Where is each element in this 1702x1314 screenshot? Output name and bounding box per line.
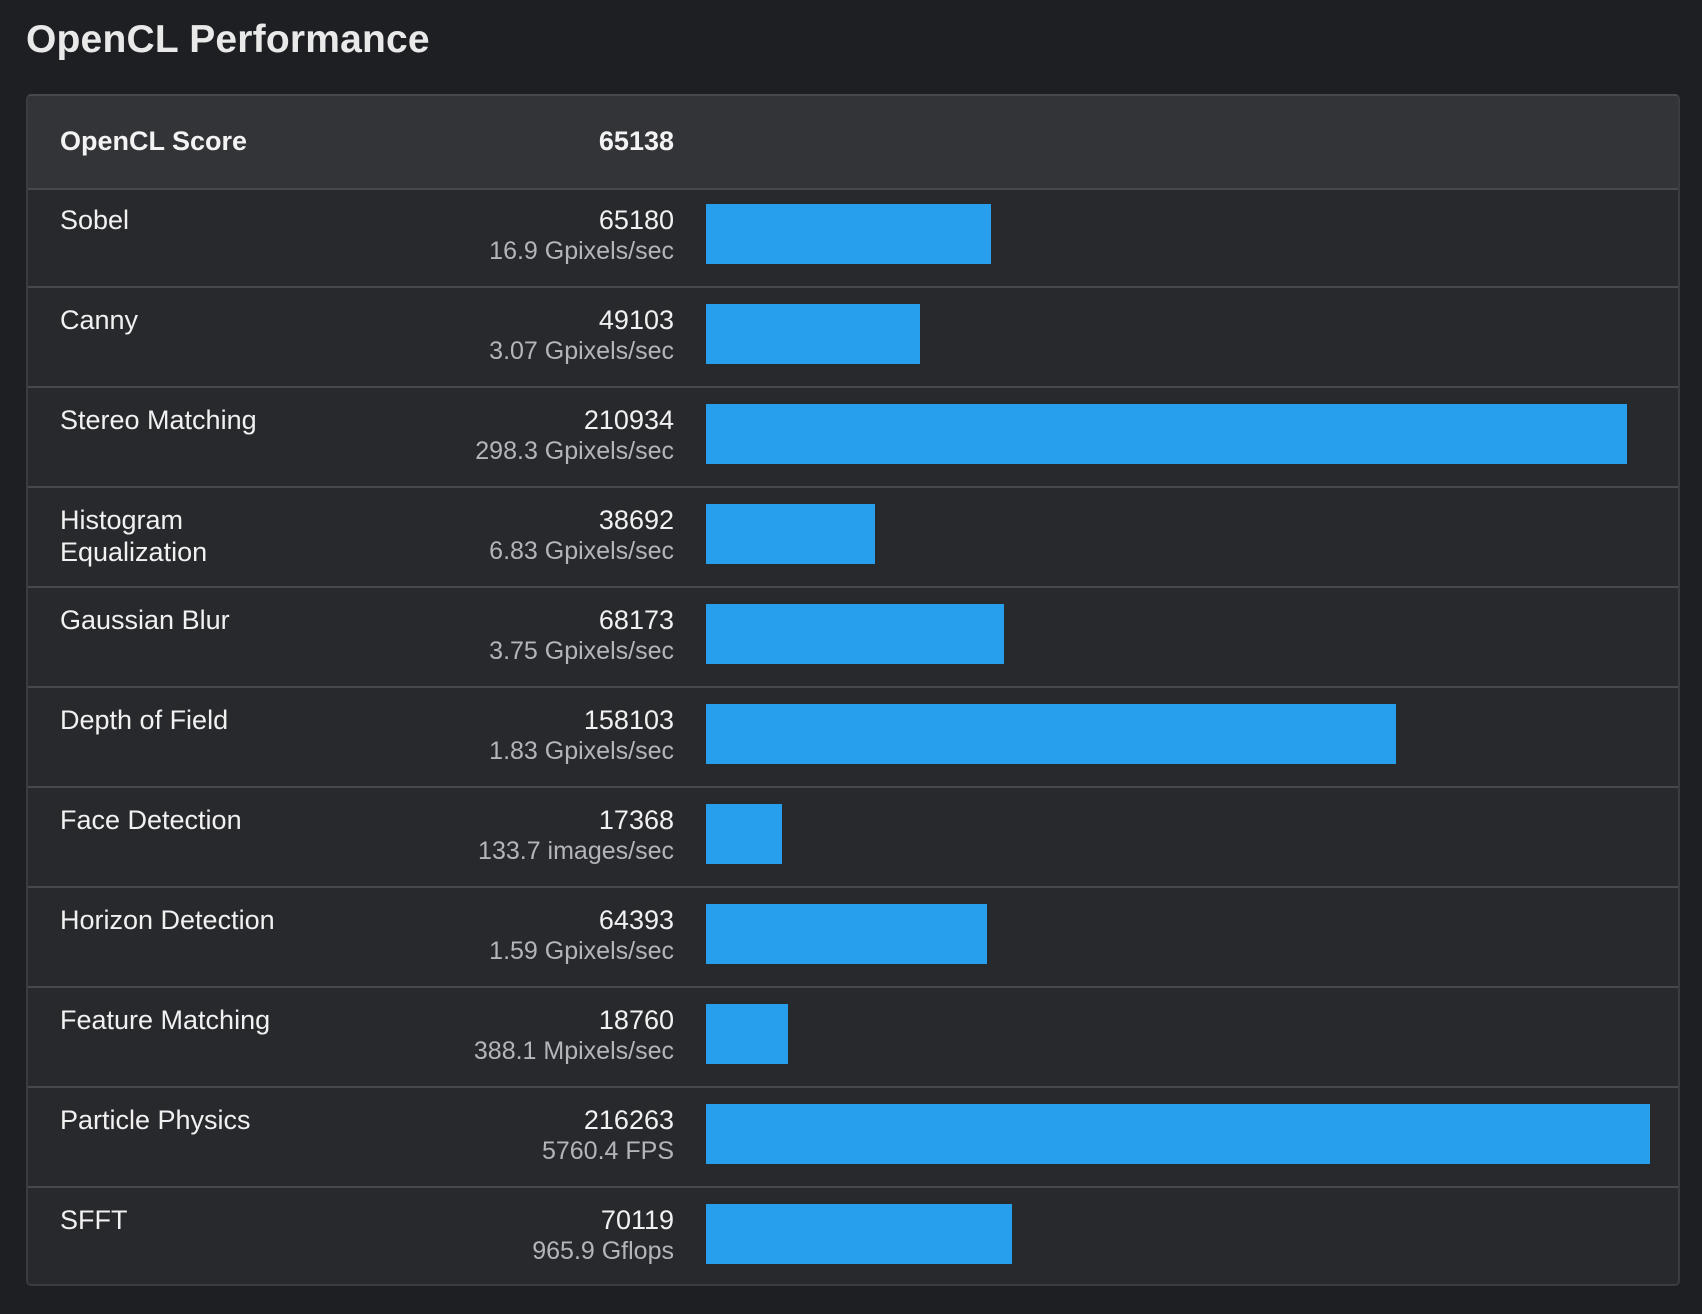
benchmark-rate: 1.59 Gpixels/sec <box>489 937 674 965</box>
benchmark-bar <box>706 604 1004 664</box>
benchmark-score: 216263 <box>583 1105 674 1135</box>
benchmark-rate: 1.83 Gpixels/sec <box>489 737 674 765</box>
benchmark-rate: 3.07 Gpixels/sec <box>489 337 674 365</box>
benchmark-rate: 133.7 images/sec <box>478 837 674 865</box>
opencl-score-row: OpenCL Score 65138 <box>28 96 1678 190</box>
benchmark-bar <box>706 1004 788 1064</box>
benchmark-score: 158103 <box>583 705 674 735</box>
benchmark-bar <box>706 1204 1012 1264</box>
benchmark-bar-track <box>706 904 1650 964</box>
page-title: OpenCL Performance <box>26 18 430 61</box>
benchmark-bar-track <box>706 1104 1650 1164</box>
benchmark-name: Gaussian Blur <box>60 605 230 635</box>
benchmark-row: Histogram Equalization 38692 6.83 Gpixels/… <box>28 488 1678 588</box>
opencl-score-value: 65138 <box>598 126 674 156</box>
benchmark-bar-track <box>706 504 1650 564</box>
benchmark-bar <box>706 704 1396 764</box>
benchmark-name: Face Detection <box>60 805 242 835</box>
benchmark-score: 18760 <box>598 1005 674 1035</box>
benchmark-rate: 298.3 Gpixels/sec <box>475 437 674 465</box>
benchmark-bar-track <box>706 1004 1650 1064</box>
benchmark-row: Face Detection 17368 133.7 images/sec <box>28 788 1678 888</box>
benchmark-name: Histogram Equalization <box>60 505 208 567</box>
benchmark-row: Stereo Matching 210934 298.3 Gpixels/sec <box>28 388 1678 488</box>
benchmark-row: Horizon Detection 64393 1.59 Gpixels/sec <box>28 888 1678 988</box>
benchmark-score: 210934 <box>583 405 674 435</box>
benchmark-bar <box>706 1104 1650 1164</box>
benchmark-name: Feature Matching <box>60 1005 271 1035</box>
benchmark-score: 70119 <box>600 1205 674 1235</box>
benchmark-name: Horizon Detection <box>60 905 275 935</box>
benchmark-bar <box>706 404 1627 464</box>
benchmark-bar-track <box>706 204 1650 264</box>
benchmark-row: Feature Matching 18760 388.1 Mpixels/sec <box>28 988 1678 1088</box>
benchmark-row: SFFT 70119 965.9 Gflops <box>28 1188 1678 1284</box>
benchmark-row: Depth of Field 158103 1.83 Gpixels/sec <box>28 688 1678 788</box>
benchmark-score: 64393 <box>598 905 674 935</box>
benchmark-bar-track <box>706 304 1650 364</box>
benchmark-row: Sobel 65180 16.9 Gpixels/sec <box>28 188 1678 288</box>
benchmark-rate: 3.75 Gpixels/sec <box>489 637 674 665</box>
benchmark-score: 38692 <box>598 505 674 535</box>
benchmark-bar-track <box>706 1204 1650 1264</box>
benchmark-rate: 16.9 Gpixels/sec <box>489 237 674 265</box>
benchmark-row: Canny 49103 3.07 Gpixels/sec <box>28 288 1678 388</box>
benchmark-bar <box>706 304 920 364</box>
opencl-score-label: OpenCL Score <box>60 126 248 156</box>
benchmark-bar <box>706 504 875 564</box>
benchmark-name: SFFT <box>60 1205 128 1235</box>
benchmark-name: Stereo Matching <box>60 405 257 435</box>
benchmark-rate: 965.9 Gflops <box>532 1237 674 1265</box>
benchmark-score: 17368 <box>598 805 674 835</box>
benchmark-bar-track <box>706 704 1650 764</box>
benchmark-score: 65180 <box>598 205 674 235</box>
benchmark-score: 49103 <box>598 305 674 335</box>
benchmark-rate: 388.1 Mpixels/sec <box>473 1037 674 1065</box>
benchmark-bar-track <box>706 404 1650 464</box>
benchmark-name: Sobel <box>60 205 130 235</box>
benchmark-bar-track <box>706 804 1650 864</box>
benchmark-name: Depth of Field <box>60 705 229 735</box>
benchmark-bar <box>706 804 782 864</box>
benchmark-score: 68173 <box>598 605 674 635</box>
benchmark-row: Gaussian Blur 68173 3.75 Gpixels/sec <box>28 588 1678 688</box>
benchmark-bar <box>706 904 987 964</box>
benchmark-results-panel: OpenCL Score 65138 Sobel 65180 16.9 Gpixel… <box>26 94 1680 1286</box>
benchmark-rate: 6.83 Gpixels/sec <box>489 537 674 565</box>
benchmark-rate: 5760.4 FPS <box>541 1137 674 1165</box>
benchmark-name: Particle Physics <box>60 1105 251 1135</box>
benchmark-bar <box>706 204 991 264</box>
benchmark-row: Particle Physics 216263 5760.4 FPS <box>28 1088 1678 1188</box>
benchmark-bar-track <box>706 604 1650 664</box>
benchmark-name: Canny <box>60 305 139 335</box>
